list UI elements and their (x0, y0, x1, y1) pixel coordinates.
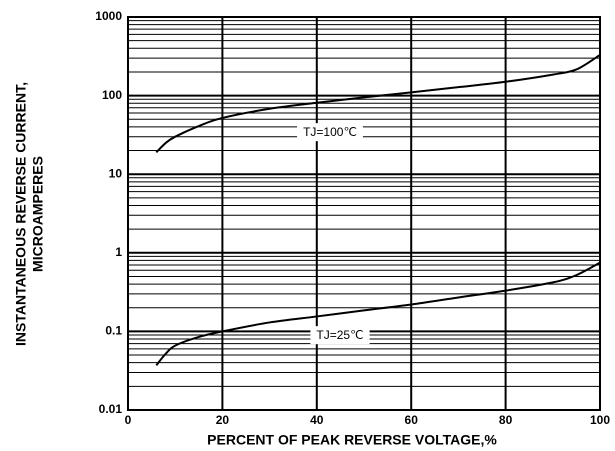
y-axis-label: INSTANTANEOUS REVERSE CURRENT, (13, 82, 29, 346)
y-tick-label: 10 (109, 166, 123, 180)
x-tick-label: 60 (405, 413, 419, 427)
x-tick-label: 80 (499, 413, 513, 427)
curve-label: TJ=100℃ (303, 125, 357, 139)
curve (155, 261, 601, 366)
curve (155, 53, 601, 153)
y-tick-label: 1 (115, 245, 122, 259)
x-axis-label: PERCENT OF PEAK REVERSE VOLTAGE,% (207, 432, 497, 448)
plot-frame (127, 16, 601, 411)
curve-label: TJ=25℃ (316, 328, 363, 342)
x-tick-label: 0 (125, 413, 132, 427)
y-tick-label: 100 (102, 88, 122, 102)
y-tick-label: 1000 (95, 9, 122, 23)
x-tick-label: 100 (590, 413, 610, 427)
curve-label-bg (297, 123, 363, 142)
y-tick-label: 0.1 (105, 324, 122, 338)
x-tick-label: 40 (310, 413, 324, 427)
x-tick-label: 20 (216, 413, 230, 427)
y-axis-label: MICROAMPERES (30, 156, 46, 272)
curve-label-bg (310, 326, 370, 345)
y-tick-label: 0.01 (99, 402, 123, 416)
